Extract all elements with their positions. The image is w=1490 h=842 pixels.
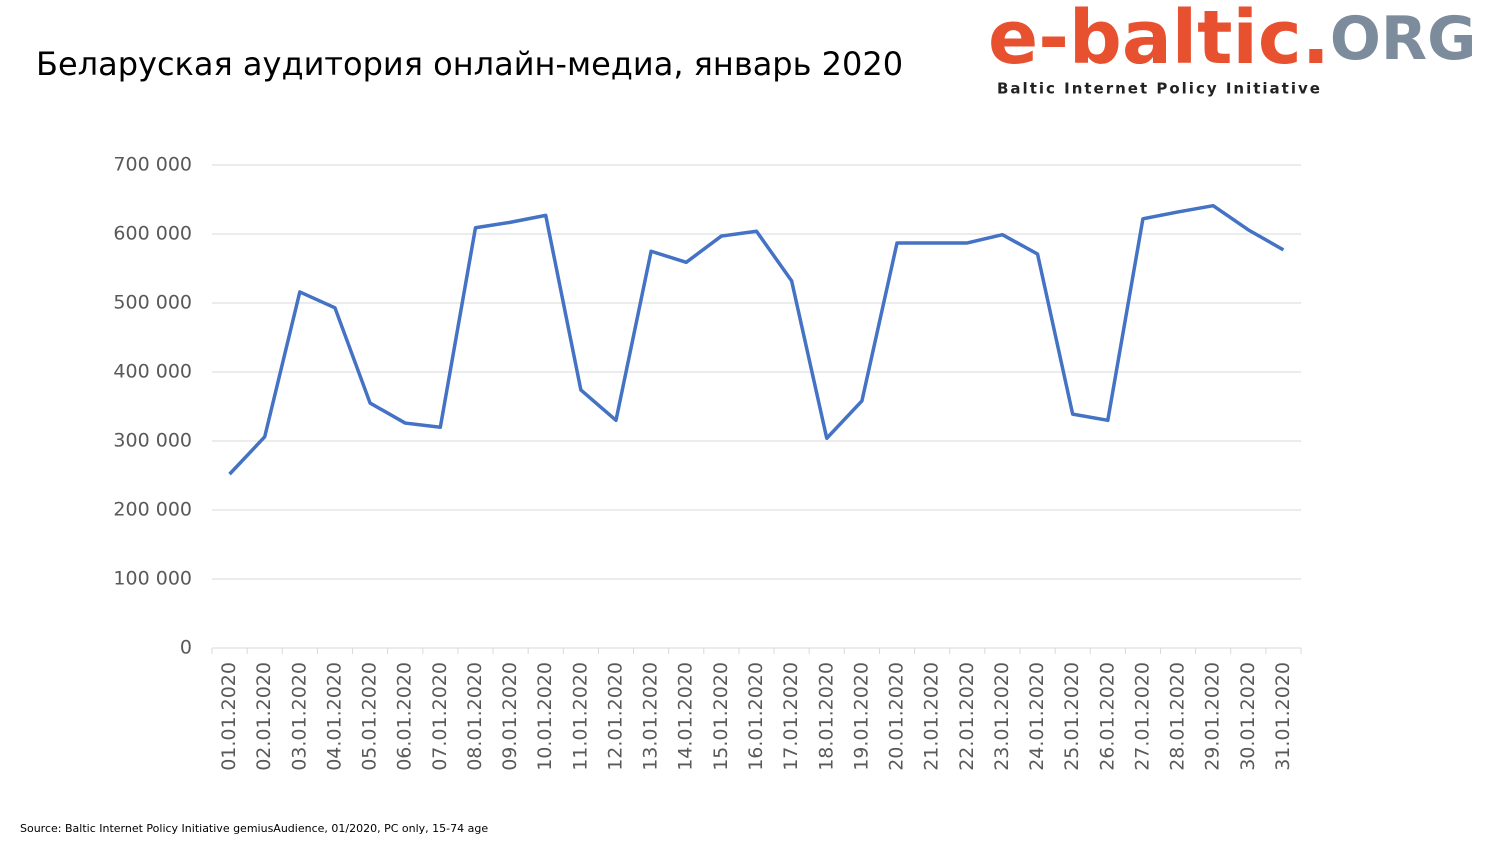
x-tick-label: 02.01.2020	[253, 662, 275, 771]
logo-suffix: ORG	[1330, 4, 1476, 74]
y-tick-label: 500 000	[113, 292, 192, 314]
x-tick-label: 12.01.2020	[604, 662, 626, 771]
x-tick-label: 11.01.2020	[569, 662, 591, 771]
data-line	[228, 203, 1285, 476]
x-tick-label: 16.01.2020	[745, 662, 767, 771]
y-tick-label: 200 000	[113, 499, 192, 521]
x-tick-label: 20.01.2020	[886, 662, 908, 771]
x-tick-label: 18.01.2020	[815, 662, 837, 771]
y-tick-label: 0	[180, 637, 192, 659]
logo-tagline: Baltic Internet Policy Initiative	[997, 80, 1322, 98]
x-tick-label: 05.01.2020	[359, 662, 381, 771]
x-tick-label: 28.01.2020	[1167, 662, 1189, 771]
x-tick-label: 22.01.2020	[956, 662, 978, 771]
x-tick-label: 21.01.2020	[921, 662, 943, 771]
y-tick-label: 600 000	[113, 223, 192, 245]
x-tick-label: 10.01.2020	[534, 662, 556, 771]
x-tick-label: 15.01.2020	[710, 662, 732, 771]
x-tick-label: 04.01.2020	[323, 662, 345, 771]
x-tick-label: 17.01.2020	[780, 662, 802, 771]
y-tick-label: 100 000	[113, 568, 192, 590]
x-tick-label: 19.01.2020	[850, 662, 872, 771]
x-tick-label: 03.01.2020	[288, 662, 310, 771]
x-tick-label: 08.01.2020	[464, 662, 486, 771]
x-tick-label: 27.01.2020	[1131, 662, 1153, 771]
y-tick-label: 700 000	[113, 154, 192, 176]
y-tick-label: 300 000	[113, 430, 192, 452]
x-tick-label: 01.01.2020	[218, 662, 240, 771]
logo: e-baltic.ORG	[988, 0, 1476, 81]
y-tick-label: 400 000	[113, 361, 192, 383]
x-tick-label: 13.01.2020	[640, 662, 662, 771]
logo-name: e-baltic.	[988, 0, 1330, 81]
x-tick-label: 07.01.2020	[429, 662, 451, 771]
x-tick-label: 29.01.2020	[1202, 662, 1224, 771]
x-tick-label: 31.01.2020	[1272, 662, 1294, 771]
x-tick-label: 14.01.2020	[675, 662, 697, 771]
x-tick-label: 09.01.2020	[499, 662, 521, 771]
x-tick-label: 23.01.2020	[991, 662, 1013, 771]
x-tick-label: 25.01.2020	[1061, 662, 1083, 771]
chart-title: Беларуская аудитория онлайн-медиа, январ…	[36, 45, 903, 83]
source-note: Source: Baltic Internet Policy Initiativ…	[20, 822, 488, 835]
x-tick-label: 24.01.2020	[1026, 662, 1048, 771]
x-tick-label: 26.01.2020	[1096, 662, 1118, 771]
x-tick-label: 30.01.2020	[1237, 662, 1259, 771]
x-tick-label: 06.01.2020	[394, 662, 416, 771]
